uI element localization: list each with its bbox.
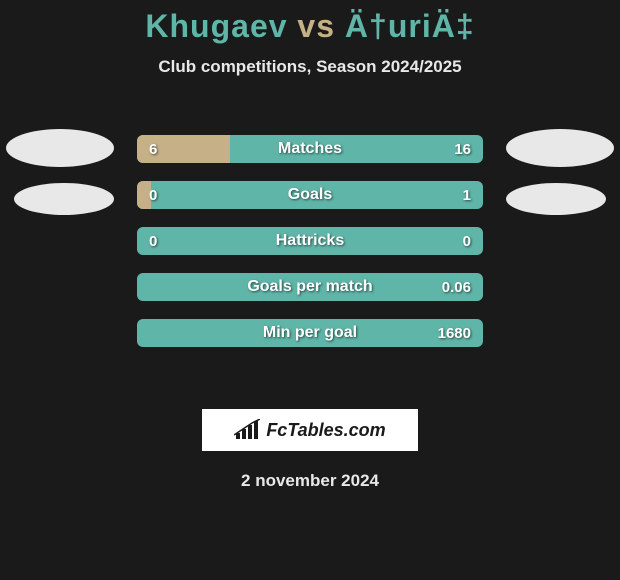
stats-area: 6 Matches 16 0 Goals 1 0 Hattricks 0 Goa… — [0, 117, 620, 397]
subtitle: Club competitions, Season 2024/2025 — [0, 57, 620, 77]
player1-name: Khugaev — [145, 8, 287, 44]
stat-value-right: 1 — [463, 187, 471, 204]
stat-label: Hattricks — [137, 232, 483, 250]
player1-avatar-top — [6, 129, 114, 167]
stat-row-goals: 0 Goals 1 — [137, 181, 483, 209]
stat-row-mpg: Min per goal 1680 — [137, 319, 483, 347]
bar-chart-icon — [234, 419, 260, 441]
logo-text: FcTables.com — [266, 420, 385, 441]
date-text: 2 november 2024 — [0, 471, 620, 491]
stat-value-right: 16 — [454, 141, 471, 158]
player1-avatar-bottom — [14, 183, 114, 215]
vs-text: vs — [297, 8, 335, 44]
player2-avatar-bottom — [506, 183, 606, 215]
stat-label: Goals per match — [137, 278, 483, 296]
stat-label: Goals — [137, 186, 483, 204]
stat-value-right: 0.06 — [442, 279, 471, 296]
stat-value-right: 1680 — [438, 325, 471, 342]
player2-avatar-top — [506, 129, 614, 167]
stat-row-matches: 6 Matches 16 — [137, 135, 483, 163]
stat-row-gpm: Goals per match 0.06 — [137, 273, 483, 301]
stat-label: Matches — [137, 140, 483, 158]
comparison-card: Khugaev vs Ä†uriÄ‡ Club competitions, Se… — [0, 0, 620, 491]
comparison-title: Khugaev vs Ä†uriÄ‡ — [0, 8, 620, 45]
stat-bars: 6 Matches 16 0 Goals 1 0 Hattricks 0 Goa… — [137, 135, 483, 365]
player2-name: Ä†uriÄ‡ — [345, 8, 475, 44]
stat-row-hattricks: 0 Hattricks 0 — [137, 227, 483, 255]
source-logo[interactable]: FcTables.com — [202, 409, 418, 451]
stat-value-right: 0 — [463, 233, 471, 250]
stat-label: Min per goal — [137, 324, 483, 342]
